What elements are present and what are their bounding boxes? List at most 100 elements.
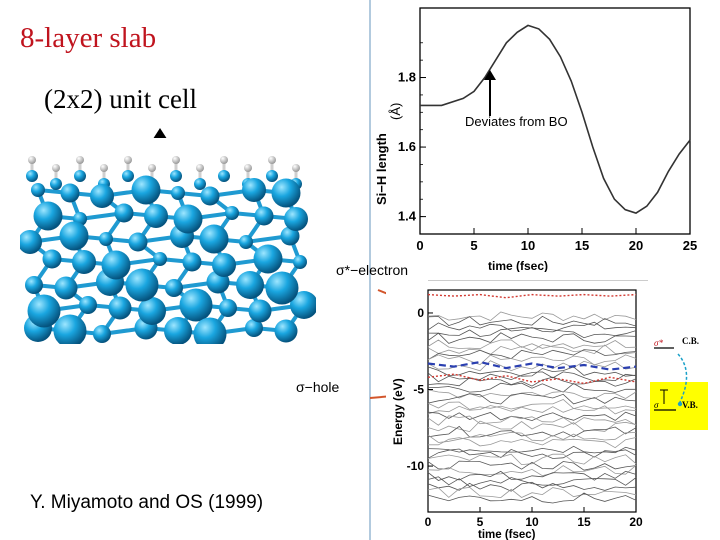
atom [200,186,220,206]
x-tick-label: 10 [521,238,535,253]
atom [144,204,168,228]
plot-frame [419,7,691,235]
energy-level-line [427,411,637,422]
atom [284,207,308,231]
atom [99,232,113,246]
x-tick-label: 5 [477,515,484,529]
highlighted-level-line [427,293,637,299]
atom [239,235,253,249]
atom [114,203,134,223]
atom [245,319,263,337]
energy-level-line [427,327,637,339]
x-axis-label: time (fsec) [488,259,548,272]
si-h-length-chart: 0 5 10 15 20 25 1.4 1.6 1.8 time (fsec) Si−H len… [374,7,697,272]
energy-level-line [427,354,637,366]
energy-level-line [428,382,636,393]
atom [53,314,87,344]
atom [236,271,264,299]
energy-level-line [427,486,637,499]
y-axis-label: Si−H length [374,133,389,205]
atom [293,255,307,269]
atom [108,296,132,320]
atom [290,291,316,319]
y-axis-unit: (Å) [388,103,403,120]
credit-text: Y. Miyamoto and OS (1999) [30,492,264,513]
energy-level-line [427,332,637,344]
atom [164,317,192,344]
energy-level-line [427,415,637,426]
atom [171,186,185,200]
band-diagram-inset: σ* C.B. σ V.B. [650,336,708,430]
atom [165,279,183,297]
x-tick-label: 20 [629,238,643,253]
atom [27,294,61,328]
atom [179,288,213,322]
energy-level-line [427,425,637,438]
highlighted-level-line [427,360,637,371]
x-tick-label: 0 [416,238,423,253]
y-tick-label: 1.4 [398,209,417,224]
series-line [420,24,691,214]
atom [131,175,161,205]
atom [199,224,229,254]
atom [280,226,300,246]
energy-level-line [427,389,637,399]
slide-title: 8-layer slab [20,22,157,54]
valence-band-highlight [650,382,708,430]
energy-level-line [427,453,637,466]
atom [90,184,114,208]
cb-label: C.B. [682,336,699,346]
energy-level-line [427,460,637,471]
x-axis-label: time (fsec) [478,529,536,540]
atom [274,319,298,343]
energy-level-line [427,476,637,487]
y-tick-label: -10 [407,459,425,473]
energy-level-line [427,464,637,477]
x-tick-label: 25 [683,238,697,253]
energy-level-line [427,405,637,415]
energy-level-line [427,470,637,481]
y-tick-label: -5 [413,383,424,397]
atom [212,253,236,277]
y-tick-label: 0 [417,306,424,320]
atom [54,276,78,300]
atom [25,276,43,294]
energy-level-line [427,349,637,361]
atom [254,206,274,226]
energy-level-line [427,339,637,350]
atom [138,297,166,325]
energy-level-line [427,376,637,387]
vb-label: V.B. [682,400,698,410]
atom [31,183,45,197]
energy-level-line [427,448,637,459]
energy-level-line [427,311,637,322]
atom [271,178,301,208]
x-tick-label: 5 [470,238,477,253]
atom [93,325,111,343]
atom [101,250,131,280]
energy-level-line [427,392,637,405]
annotation-text: Deviates from BO [465,114,568,129]
energy-levels-chart: 0 5 10 15 20 0 -5 -10 time (fsec) Energy (eV) [386,280,648,540]
energy-level-line [427,492,637,504]
atom [265,271,299,305]
sigma-symbol: σ [654,400,659,410]
x-tick-label: 20 [629,515,643,529]
x-tick-label: 10 [525,515,539,529]
crystal-slab-image [20,138,316,344]
energy-level-line [428,437,637,449]
atom [60,183,80,203]
atom [33,201,63,231]
x-tick-label: 15 [575,238,589,253]
atom [173,204,203,234]
atom [193,317,227,344]
atom [20,230,42,254]
atom [42,249,62,269]
atom [153,252,167,266]
x-tick-label: 0 [425,515,432,529]
energy-level-line [427,366,637,377]
unit-cell-label: (2x2) unit cell [44,84,197,114]
atom [225,206,239,220]
energy-level-line [427,344,637,355]
atom [59,221,89,251]
